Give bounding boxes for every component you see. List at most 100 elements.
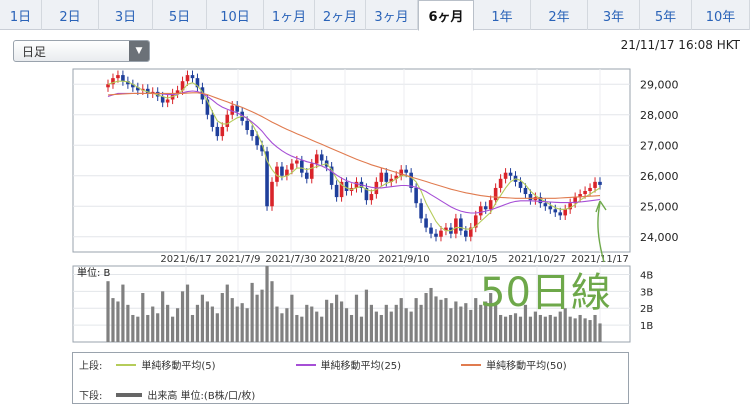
- volume-bar: [354, 294, 359, 342]
- volume-bar: [494, 303, 498, 342]
- legend-ma5: 単純移動平均(5): [141, 361, 216, 372]
- volume-bar: [479, 304, 483, 342]
- volume-bar: [469, 309, 473, 342]
- annotation-arrowhead: [595, 200, 607, 213]
- candle-body: [235, 105, 240, 112]
- volume-bar: [200, 294, 205, 342]
- candle-body: [334, 184, 339, 198]
- price-chart: 29,000 28,000 27,000 26,000 25,000 24,000 2021…: [72, 68, 679, 343]
- volume-bar: [305, 304, 309, 342]
- candle-body: [478, 206, 483, 216]
- x-tick-label: 2021/8/20: [319, 254, 370, 265]
- volume-bar: [126, 304, 130, 342]
- tab-2[interactable]: 3日: [99, 0, 153, 30]
- candle-body: [116, 75, 120, 79]
- price-tick-label: 25,000: [640, 200, 679, 213]
- tab-3[interactable]: 5日: [153, 0, 207, 30]
- candle-body: [215, 126, 220, 137]
- candle-body: [558, 212, 563, 216]
- candle-body: [483, 206, 488, 210]
- candle-body: [379, 172, 384, 182]
- volume-bar: [444, 298, 448, 342]
- ma-line-2: [107, 92, 601, 199]
- candle-body: [409, 172, 413, 188]
- price-tick-label: 29,000: [640, 78, 679, 91]
- tab-6[interactable]: 2ヶ月: [315, 0, 366, 30]
- candle-body: [275, 166, 279, 182]
- chevron-down-icon[interactable]: ▼: [129, 41, 149, 61]
- period-select[interactable]: 日足 ▼: [13, 40, 150, 62]
- volume-bar: [230, 298, 234, 342]
- tab-8[interactable]: 6ヶ月: [418, 0, 474, 31]
- volume-bar: [325, 299, 329, 342]
- candle-body: [369, 194, 374, 201]
- candle-body: [319, 154, 324, 161]
- candle-body: [344, 181, 349, 191]
- candle-body: [389, 178, 394, 182]
- candle-body: [588, 187, 592, 191]
- tab-0[interactable]: 1日: [0, 0, 42, 30]
- candle-body: [290, 163, 294, 170]
- volume-bar: [195, 304, 200, 342]
- volume-bar: [369, 304, 373, 342]
- candle-body: [578, 194, 582, 198]
- tab-7[interactable]: 3ヶ月: [366, 0, 418, 30]
- tab-5[interactable]: 1ヶ月: [264, 0, 315, 30]
- candle-body: [434, 233, 438, 237]
- candle-body: [180, 81, 185, 91]
- volume-bar: [548, 314, 552, 342]
- x-tick-label: 2021/7/9: [216, 254, 261, 265]
- volume-bar: [210, 306, 214, 342]
- volume-bar: [315, 311, 319, 342]
- volume-bar: [280, 313, 284, 342]
- volume-bar: [429, 287, 433, 342]
- candle-body: [419, 203, 423, 219]
- volume-bar: [300, 316, 304, 342]
- legend-volume: 出来高 単位:(B株/口/枚): [147, 391, 256, 402]
- volume-bar: [598, 323, 602, 342]
- candle-body: [160, 96, 165, 103]
- tab-12[interactable]: 5年: [640, 0, 692, 30]
- tab-1[interactable]: 2日: [42, 0, 99, 30]
- tab-4[interactable]: 10日: [207, 0, 264, 30]
- volume-bar: [285, 308, 289, 342]
- candle-body: [210, 114, 215, 127]
- volume-bar: [583, 318, 587, 342]
- volume-bar: [344, 308, 349, 342]
- price-tick-label: 26,000: [640, 170, 679, 183]
- legend-lower-label: 下段:: [79, 391, 103, 402]
- candle-body: [468, 227, 473, 237]
- candle-body: [280, 166, 284, 176]
- candle-body: [573, 197, 577, 204]
- volume-bar: [131, 314, 135, 342]
- candle-body: [270, 181, 274, 207]
- tab-9[interactable]: 1年: [474, 0, 531, 30]
- tab-10[interactable]: 2年: [531, 0, 588, 30]
- candle-body: [245, 120, 249, 130]
- volume-bar: [543, 316, 547, 342]
- volume-bar: [394, 304, 398, 342]
- candle-body: [424, 218, 428, 228]
- candle-body: [538, 197, 543, 204]
- tab-11[interactable]: 3年: [588, 0, 640, 30]
- volume-bar: [166, 304, 170, 342]
- legend-ma25-swatch: [295, 363, 316, 366]
- candle-body: [150, 91, 155, 94]
- volume-bar: [518, 316, 523, 342]
- candle-body: [339, 181, 344, 198]
- volume-bar: [180, 291, 185, 342]
- candle-body: [205, 99, 210, 115]
- volume-bar: [508, 314, 513, 342]
- volume-bar: [260, 289, 264, 342]
- volume-tick-label: 2B: [640, 304, 653, 315]
- volume-bar: [573, 318, 577, 342]
- candle-body: [503, 172, 508, 179]
- volume-bar: [255, 294, 259, 342]
- volume-bar: [528, 316, 533, 342]
- volume-bar: [404, 308, 408, 342]
- volume-bar: [275, 306, 279, 342]
- candle-body: [225, 114, 230, 127]
- volume-bar: [568, 316, 572, 342]
- candle-body: [364, 187, 369, 201]
- volume-bar: [558, 311, 562, 342]
